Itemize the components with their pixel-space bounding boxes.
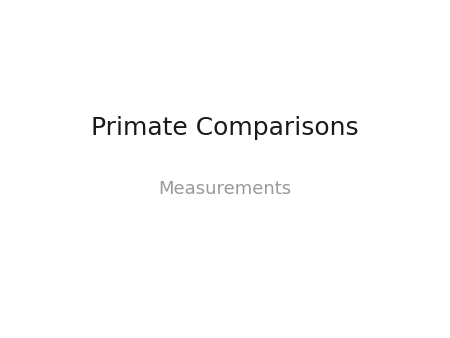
Text: Primate Comparisons: Primate Comparisons xyxy=(91,116,359,141)
Text: Measurements: Measurements xyxy=(158,180,292,198)
